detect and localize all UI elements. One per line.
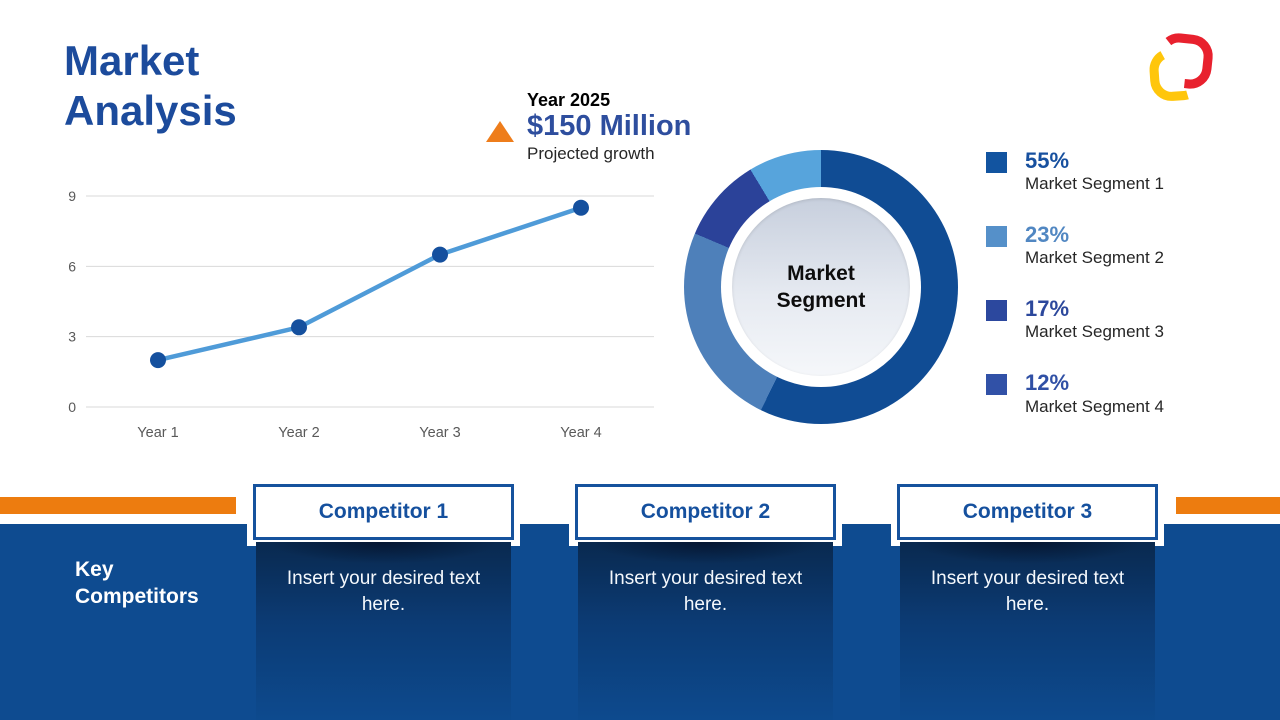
legend-swatch-icon [986, 300, 1007, 322]
logo-yellow-swoosh [1149, 47, 1205, 101]
legend-label: Market Segment 2 [1025, 248, 1164, 268]
x-tick-label: Year 2 [278, 425, 319, 441]
competitor-card-title: Competitor 1 [318, 500, 449, 523]
data-point-marker [291, 319, 307, 336]
logo-red-swoosh [1156, 33, 1213, 89]
legend-swatch-icon [986, 152, 1007, 173]
legend-item: 23% Market Segment 2 [986, 222, 1164, 270]
x-tick-label: Year 4 [560, 425, 601, 441]
legend-item: 17% Market Segment 3 [986, 297, 1164, 344]
data-point-marker [432, 246, 448, 263]
page-title: Market Analysis [64, 37, 237, 135]
competitor-card: Competitor 1 Insert your desired text he… [253, 484, 514, 720]
y-tick-label: 0 [68, 399, 76, 415]
competitor-card: Competitor 3 Insert your desired text he… [897, 484, 1158, 720]
competitor-card: Competitor 2 Insert your desired text he… [575, 484, 836, 720]
competitor-card-text: Insert your desired text here. [286, 568, 481, 615]
y-tick-label: 6 [68, 258, 76, 274]
competitor-card-text: Insert your desired text here. [608, 568, 803, 615]
callout-year-label: Year 2025 [527, 90, 611, 110]
legend-item: 12% Market Segment 4 [986, 371, 1164, 418]
x-tick-label: Year 3 [419, 425, 460, 441]
legend-texts: 55% Market Segment 1 [1025, 148, 1164, 196]
legend-texts: 12% Market Segment 4 [1025, 371, 1164, 418]
competitor-card-header: Competitor 1 [253, 484, 514, 540]
competitor-card-body: Insert your desired text here. [900, 542, 1155, 720]
callout-amount: $150 Million [527, 110, 692, 142]
donut-center-label: Market Segment [776, 261, 866, 312]
legend-swatch-icon [986, 226, 1007, 248]
growth-indicator-icon [486, 121, 514, 142]
key-competitors-heading: Key Competitors [75, 558, 199, 609]
legend-item: 55% Market Segment 1 [986, 148, 1164, 196]
growth-callout: Year 2025 $150 Million Projected growth [527, 90, 691, 164]
competitor-card-title: Competitor 2 [640, 500, 771, 523]
competitor-card-body: Insert your desired text here. [256, 542, 511, 720]
legend-label: Market Segment 1 [1025, 174, 1164, 194]
data-point-marker [150, 352, 166, 369]
x-tick-label: Year 1 [137, 425, 178, 441]
legend-texts: 17% Market Segment 3 [1025, 297, 1164, 344]
competitor-card-text: Insert your desired text here. [930, 568, 1125, 615]
line-series [155, 205, 584, 363]
y-tick-label: 3 [68, 329, 76, 345]
callout-caption: Projected growth [527, 143, 655, 163]
legend-percent: 12% [1025, 370, 1070, 396]
data-point-marker [573, 199, 589, 216]
donut-center: Market Segment [732, 198, 910, 376]
y-tick-label: 9 [68, 188, 76, 204]
competitor-card-header: Competitor 3 [897, 484, 1158, 540]
competitor-card-header: Competitor 2 [575, 484, 836, 540]
legend-texts: 23% Market Segment 2 [1025, 222, 1164, 270]
competitor-card-title: Competitor 3 [962, 500, 1093, 523]
legend-percent: 17% [1025, 296, 1070, 322]
donut-legend: 55% Market Segment 1 23% Market Segment … [986, 148, 1164, 419]
legend-percent: 55% [1025, 148, 1070, 173]
legend-label: Market Segment 3 [1025, 322, 1164, 342]
competitor-card-body: Insert your desired text here. [578, 542, 833, 720]
legend-swatch-icon [986, 374, 1007, 396]
brand-logo-icon [1149, 33, 1213, 101]
accent-bar-left [0, 497, 236, 514]
accent-bar-right [1176, 497, 1280, 514]
line-chart: 0 3 6 9 Year 1 Year 2 Year 3 Year 4 [68, 188, 654, 441]
donut-chart: Market Segment [684, 150, 958, 424]
legend-percent: 23% [1025, 222, 1070, 248]
legend-label: Market Segment 4 [1025, 396, 1164, 416]
